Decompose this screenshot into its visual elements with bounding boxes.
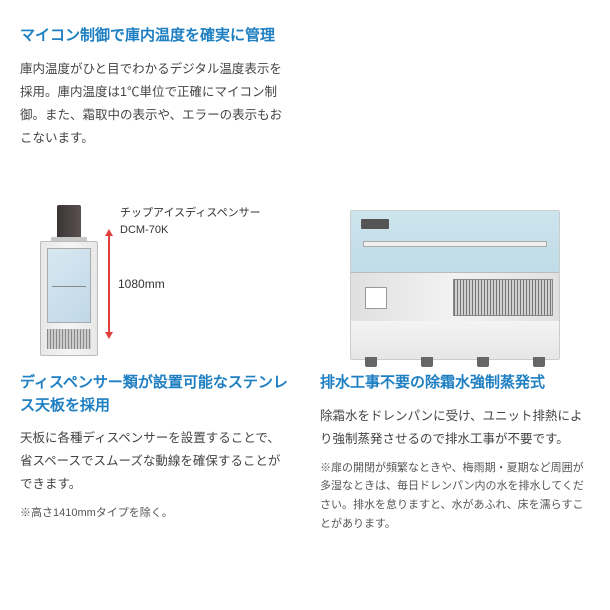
right-image-area [320,185,590,360]
right-column: 排水工事不要の除霜水強制蒸発式 除霜水をドレンパンに受け、ユニット排熱により強制… [320,185,590,534]
left-heading: ディスペンサー類が設置可能なステンレス天板を採用 [20,372,290,417]
right-note: ※扉の開閉が頻繁なときや、梅雨期・夏期など周囲が多湿なときは、毎日ドレンパン内の… [320,459,590,534]
left-image-area: チップアイスディスペンサー DCM-70K 1080mm [20,185,290,360]
dimension-arrow [108,235,110,333]
right-heading: 排水工事不要の除霜水強制蒸発式 [320,372,590,395]
dispenser-illustration [40,205,98,360]
top-section: マイコン制御で庫内温度を確実に管理 庫内温度がひと目でわかるデジタル温度表示を採… [20,25,590,150]
left-note: ※高さ1410mmタイプを除く。 [20,504,290,523]
left-body: 天板に各種ディスペンサーを設置することで、省スペースでスムーズな動線を確保するこ… [20,427,290,496]
dispenser-caption: チップアイスディスペンサー DCM-70K [120,205,261,238]
right-body: 除霜水をドレンパンに受け、ユニット排熱により強制蒸発させるので排水工事が不要です… [320,405,590,451]
feature-columns: チップアイスディスペンサー DCM-70K 1080mm ディスペンサー類が設置… [20,185,590,534]
caption-line2: DCM-70K [120,224,168,236]
left-column: チップアイスディスペンサー DCM-70K 1080mm ディスペンサー類が設置… [20,185,290,534]
top-body: 庫内温度がひと目でわかるデジタル温度表示を採用。庫内温度は1℃単位で正確にマイコ… [20,58,290,151]
top-heading: マイコン制御で庫内温度を確実に管理 [20,25,590,48]
fridge-illustration [350,210,560,360]
caption-line1: チップアイスディスペンサー [120,207,261,219]
dimension-label: 1080mm [118,277,165,291]
